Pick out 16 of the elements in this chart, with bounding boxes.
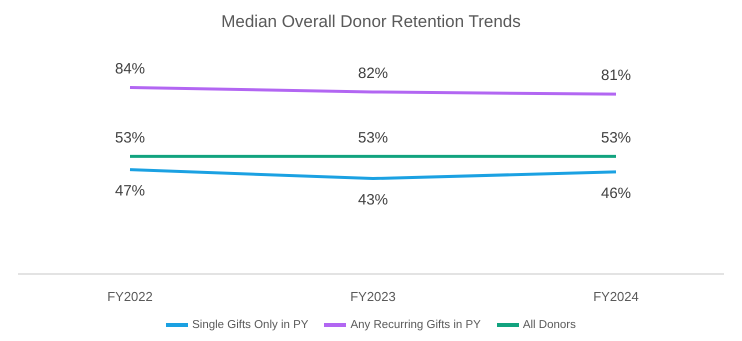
legend-label: All Donors: [522, 319, 576, 331]
legend-label: Single Gifts Only in PY: [192, 319, 308, 331]
x-tick-label: FY2022: [107, 289, 153, 304]
data-label: 84%: [114, 60, 146, 78]
x-tick-label: FY2024: [593, 289, 639, 304]
data-label: 81%: [600, 67, 632, 84]
data-label: 53%: [600, 129, 632, 146]
legend-label: Any Recurring Gifts in PY: [350, 319, 481, 331]
data-label: 53%: [114, 129, 146, 146]
data-label: 53%: [358, 129, 388, 146]
data-label: 47%: [114, 182, 146, 200]
x-tick-label: FY2023: [350, 289, 396, 304]
data-label: 43%: [358, 192, 388, 209]
data-label: 82%: [358, 64, 388, 82]
chart-title: Median Overall Donor Retention Trends: [220, 12, 522, 32]
data-label: 46%: [600, 184, 632, 202]
